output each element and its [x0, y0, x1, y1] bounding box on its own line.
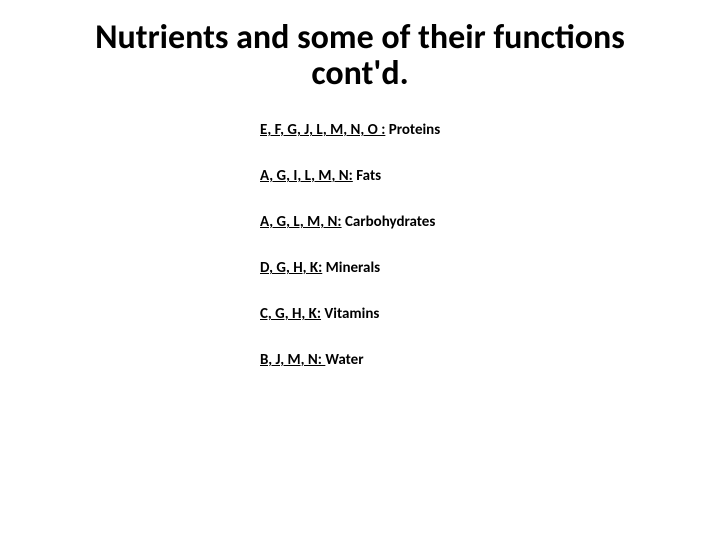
slide: Nutrients and some of their functions co… — [0, 0, 720, 540]
nutrient-list: E, F, G, J, L, M, N, O : Proteins A, G, … — [260, 121, 690, 369]
list-item: A, G, L, M, N: Carbohydrates — [260, 213, 690, 231]
list-item: A, G, I, L, M, N: Fats — [260, 167, 690, 185]
list-item: B, J, M, N: Water — [260, 351, 690, 369]
list-item: C, G, H, K: Vitamins — [260, 305, 690, 323]
item-letters: E, F, G, J, L, M, N, O : — [260, 121, 385, 139]
list-item: E, F, G, J, L, M, N, O : Proteins — [260, 121, 690, 139]
item-letters: A, G, L, M, N: — [260, 213, 342, 231]
title-line-1: Nutrients and some of their functions — [30, 20, 690, 56]
item-letters: C, G, H, K: — [260, 305, 321, 323]
item-label: Carbohydrates — [342, 213, 436, 231]
item-label: Proteins — [385, 121, 440, 139]
item-letters: B, J, M, N: — [260, 351, 325, 369]
item-label: Vitamins — [321, 305, 379, 323]
item-label: Minerals — [322, 259, 380, 277]
list-item: D, G, H, K: Minerals — [260, 259, 690, 277]
item-label: Water — [325, 351, 363, 369]
item-label: Fats — [353, 167, 381, 185]
slide-title: Nutrients and some of their functions co… — [30, 20, 690, 91]
item-letters: A, G, I, L, M, N: — [260, 167, 353, 185]
item-letters: D, G, H, K: — [260, 259, 322, 277]
title-line-2: cont'd. — [30, 56, 690, 92]
